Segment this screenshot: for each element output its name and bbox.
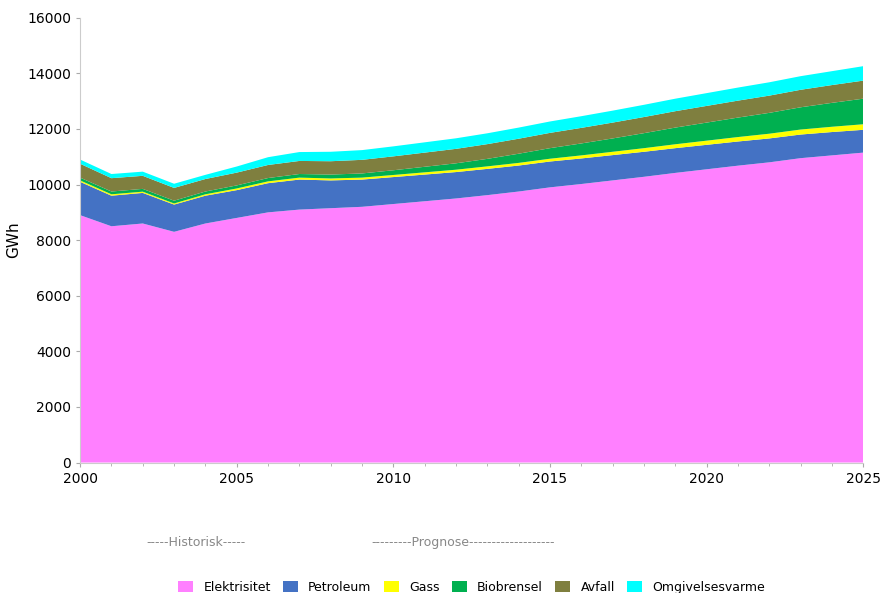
Text: ---------Prognose-------------------: ---------Prognose-------------------	[371, 536, 554, 549]
Text: -----Historisk-----: -----Historisk-----	[146, 536, 246, 549]
Y-axis label: GWh: GWh	[6, 222, 21, 259]
Legend: Elektrisitet, Petroleum, Gass, Biobrensel, Avfall, Omgivelsesvarme: Elektrisitet, Petroleum, Gass, Biobrense…	[174, 576, 770, 593]
